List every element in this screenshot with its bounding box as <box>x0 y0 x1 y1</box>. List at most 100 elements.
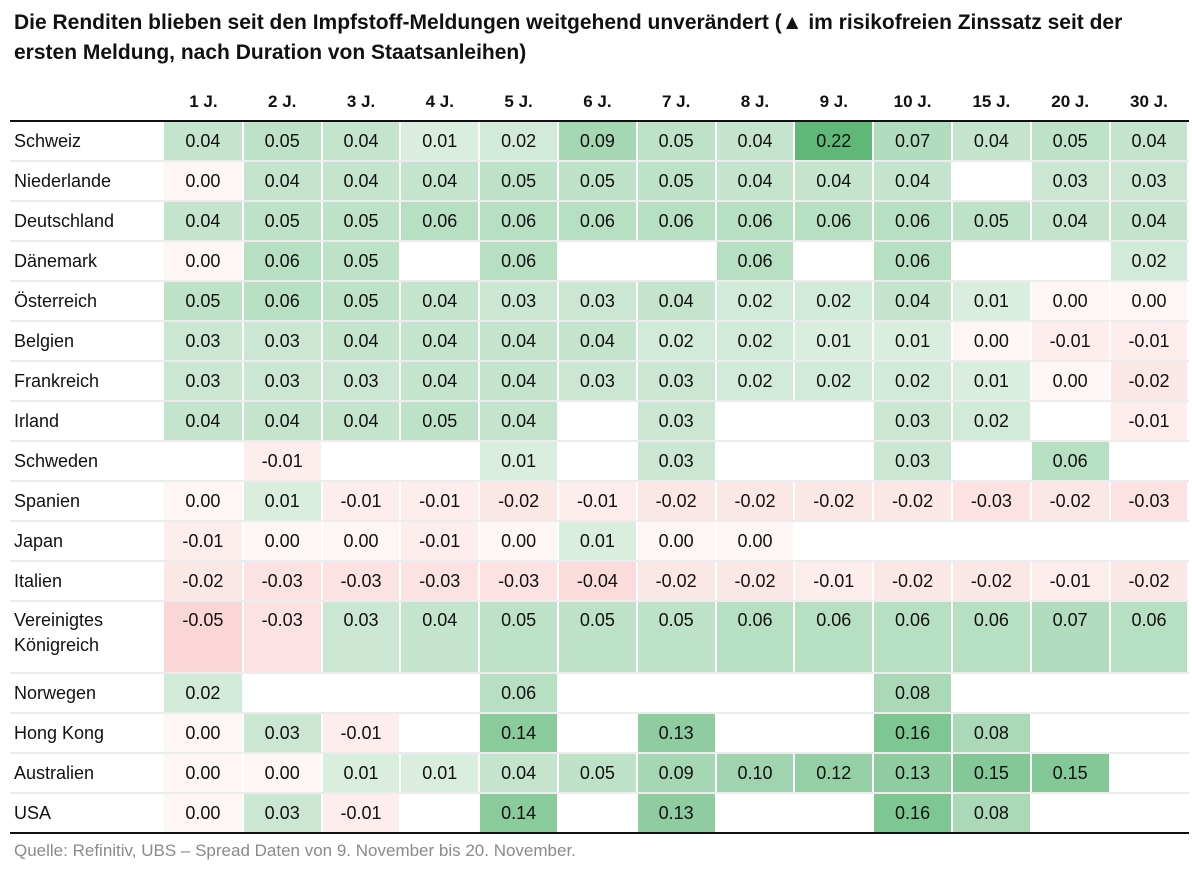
value-cell: 0.00 <box>321 521 402 562</box>
value-cell: 0.03 <box>1109 161 1190 202</box>
value-cell: -0.01 <box>400 481 481 522</box>
table-row: Österreich 0.05 0.06 0.05 0.04 0.03 0.03 0.04 0.… <box>10 281 1190 322</box>
row-label: Vereinigtes Königreich <box>10 601 164 674</box>
table-row: Australien 0.00 0.00 0.01 0.01 0.04 0.05 0.09 0.… <box>10 753 1190 794</box>
value-cell: -0.01 <box>321 713 402 754</box>
value-cell: -0.03 <box>321 561 402 602</box>
row-label: Irland <box>10 401 164 442</box>
value-cell: 0.06 <box>873 601 953 674</box>
value-cell: 0.06 <box>873 241 953 282</box>
row-label-line: Vereinigtes <box>14 610 104 630</box>
row-label: Niederlande <box>10 161 164 202</box>
table-row: Vereinigtes Königreich -0.05 -0.03 0.03 0.04 0… <box>10 601 1190 674</box>
value-cell: 0.01 <box>951 281 1032 322</box>
value-cell: 0.04 <box>400 361 481 402</box>
row-label: Österreich <box>10 281 164 322</box>
value-cell <box>1030 793 1111 834</box>
value-cell <box>242 673 323 714</box>
value-cell: -0.02 <box>951 561 1032 602</box>
value-cell: 0.04 <box>321 401 402 442</box>
table-row: Japan -0.01 0.00 0.00 -0.01 0.00 0.01 0.00 0.00 <box>10 521 1190 562</box>
row-label: Frankreich <box>10 361 164 402</box>
value-cell: 0.04 <box>1109 121 1190 162</box>
row-label: Spanien <box>10 481 164 522</box>
value-cell: 0.01 <box>242 481 323 522</box>
value-cell: 0.00 <box>951 321 1032 362</box>
value-cell: 0.03 <box>164 361 244 402</box>
value-cell: 0.16 <box>873 793 953 834</box>
value-cell: 0.03 <box>1030 161 1111 202</box>
value-cell: 0.05 <box>1030 121 1111 162</box>
value-cell: -0.02 <box>873 481 953 522</box>
value-cell <box>1109 673 1190 714</box>
table-row: Belgien 0.03 0.03 0.04 0.04 0.04 0.04 0.02 0.02 0… <box>10 321 1190 362</box>
value-cell: 0.01 <box>951 361 1032 402</box>
value-cell: 0.22 <box>794 121 875 162</box>
row-label: Japan <box>10 521 164 562</box>
value-cell: 0.05 <box>321 281 402 322</box>
value-cell <box>1109 713 1190 754</box>
value-cell: 0.09 <box>636 753 717 794</box>
value-cell: 0.05 <box>636 601 717 674</box>
value-cell <box>1030 401 1111 442</box>
value-cell: 0.08 <box>951 793 1032 834</box>
column-header: 1 J. <box>164 84 243 122</box>
value-cell: 0.00 <box>164 241 244 282</box>
value-cell: 0.05 <box>242 121 323 162</box>
value-cell: 0.03 <box>321 601 402 674</box>
value-cell: 0.02 <box>794 361 875 402</box>
value-cell <box>400 673 481 714</box>
value-cell: 0.02 <box>636 321 717 362</box>
table-row: Schweden -0.01 0.01 0.03 0.03 0.06 <box>10 441 1190 482</box>
value-cell: -0.01 <box>321 481 402 522</box>
value-cell: 0.04 <box>557 321 638 362</box>
value-cell <box>951 161 1032 202</box>
value-cell: 0.13 <box>636 713 717 754</box>
value-cell: 0.06 <box>1109 601 1190 674</box>
value-cell: 0.13 <box>636 793 717 834</box>
value-cell <box>794 521 875 562</box>
value-cell <box>794 441 875 482</box>
row-label: Belgien <box>10 321 164 362</box>
value-cell: 0.04 <box>479 321 559 362</box>
value-cell: 0.06 <box>479 201 559 242</box>
value-cell: 0.04 <box>479 361 559 402</box>
value-cell: 0.03 <box>242 321 323 362</box>
row-label: Deutschland <box>10 201 164 242</box>
value-cell: 0.00 <box>164 793 244 834</box>
table-row: Dänemark 0.00 0.06 0.05 0.06 0.06 0.06 0.02 <box>10 241 1190 282</box>
value-cell: 0.06 <box>951 601 1032 674</box>
value-cell <box>1109 753 1190 794</box>
value-cell: 0.07 <box>873 121 953 162</box>
column-header: 2 J. <box>242 84 322 122</box>
value-cell: -0.02 <box>1109 361 1190 402</box>
value-cell: 0.05 <box>951 201 1032 242</box>
column-header: 7 J. <box>636 84 716 122</box>
value-cell: 0.00 <box>242 521 323 562</box>
value-cell: 0.04 <box>479 401 559 442</box>
value-cell: 0.00 <box>242 753 323 794</box>
value-cell: -0.01 <box>242 441 323 482</box>
value-cell: 0.03 <box>479 281 559 322</box>
value-cell: 0.05 <box>321 201 402 242</box>
value-cell <box>557 793 638 834</box>
value-cell <box>1109 793 1190 834</box>
value-cell: 0.00 <box>164 161 244 202</box>
value-cell: -0.03 <box>951 481 1032 522</box>
value-cell: 0.16 <box>873 713 953 754</box>
table-row: Italien -0.02 -0.03 -0.03 -0.03 -0.03 -0.04 -0.… <box>10 561 1190 602</box>
value-cell: 0.01 <box>873 321 953 362</box>
value-cell: -0.01 <box>557 481 638 522</box>
value-cell: 0.14 <box>479 793 559 834</box>
value-cell: 0.02 <box>951 401 1032 442</box>
value-cell: 0.06 <box>242 281 323 322</box>
value-cell: 0.14 <box>479 713 559 754</box>
table-row: USA 0.00 0.03 -0.01 0.14 0.13 0.16 0.08 <box>10 793 1190 834</box>
value-cell: 0.05 <box>321 241 402 282</box>
value-cell: 0.01 <box>794 321 875 362</box>
table-body: Schweiz 0.04 0.05 0.04 0.01 0.02 0.09 0.05 0.04 0… <box>10 121 1190 834</box>
value-cell: 0.04 <box>636 281 717 322</box>
value-cell: 0.04 <box>873 281 953 322</box>
value-cell: 0.03 <box>636 441 717 482</box>
table-row: Deutschland 0.04 0.05 0.05 0.06 0.06 0.06 0.06 0… <box>10 201 1190 242</box>
